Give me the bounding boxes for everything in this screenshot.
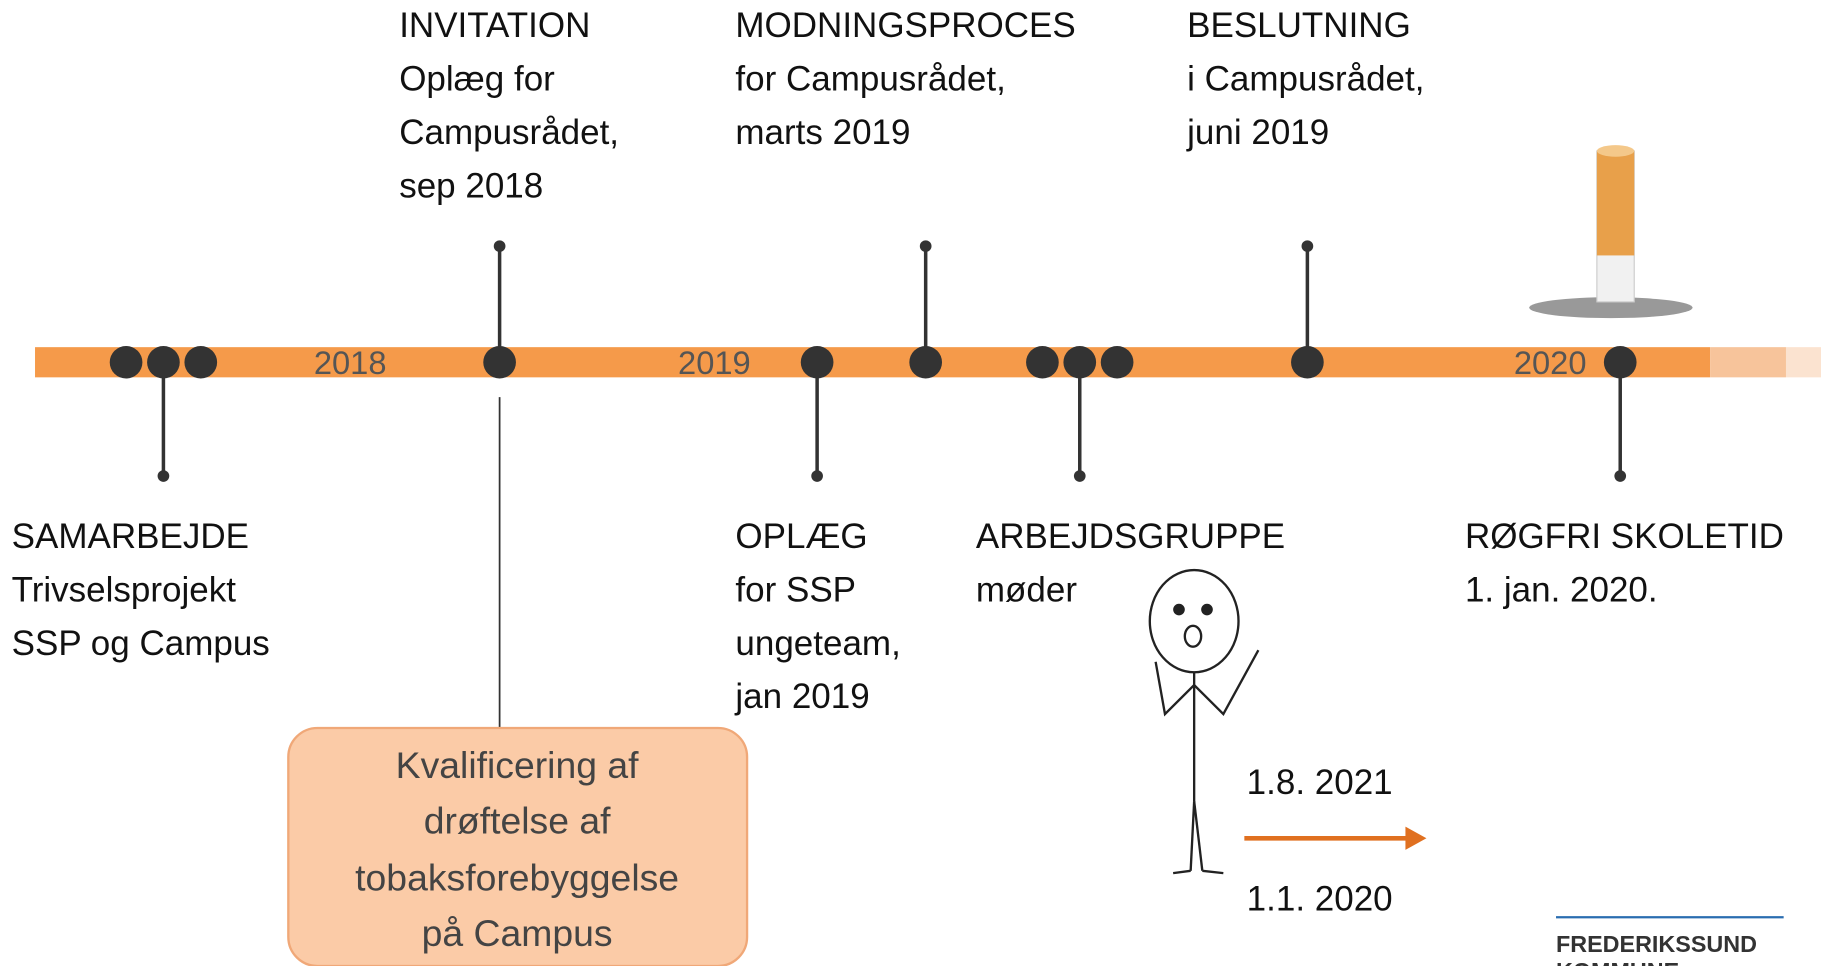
note-line: drøftelse af [424,800,611,842]
dot [1100,345,1134,379]
timeline-bar-fade [1785,347,1821,378]
stems [157,240,1627,482]
date-to: 1.1. 2020 [1247,879,1393,918]
year-label: 2020 [1514,344,1587,381]
note-box [287,726,749,966]
dot [184,345,218,379]
dot [483,345,516,379]
timeline-dots [109,345,1637,379]
stem-end [157,470,170,482]
dot [1603,345,1637,379]
dot [800,345,834,379]
note-line: Kvalificering af [396,744,640,786]
timeline-bar-fade [1710,347,1786,378]
date-from: 1.8. 2021 [1247,763,1393,802]
stem-end [811,470,823,482]
event-detail: Trivselsprojekt [12,571,237,610]
event-detail: for SSP [735,571,856,610]
stem-end [1301,240,1314,252]
event-title: ARBEJDSGRUPPE [976,517,1285,556]
logo-text: FREDERIKSSUND [1556,931,1757,957]
event-detail: i Campusrådet, [1187,60,1424,99]
event-title: SAMARBEJDE [12,517,249,556]
event-title: OPLÆG [735,517,867,556]
dot [1026,345,1059,379]
stem-end [919,240,932,252]
year-label: 2019 [678,344,751,381]
dot [109,345,143,379]
stem-end [1614,470,1627,482]
event-detail: Oplæg for [399,60,555,99]
event-title: INVITATION [399,6,590,45]
event-detail: møder [976,571,1077,610]
event-detail: SSP og Campus [12,624,270,663]
event-detail: marts 2019 [735,113,910,152]
dot [909,345,943,379]
event-detail: jan 2019 [734,677,869,716]
event-title: MODNINGSPROCES [735,6,1075,45]
event-detail: 1. jan. 2020. [1465,571,1658,610]
event-detail: for Campusrådet, [735,60,1005,99]
stick-figure [1148,568,1260,875]
logo-text: KOMMUNE [1556,958,1679,966]
cigarette-illustration [1529,145,1693,319]
dot [1291,345,1324,379]
year-label: 2018 [314,344,387,381]
dot [1063,345,1097,379]
event-title: RØGFRI SKOLETID [1465,517,1784,556]
event-detail: ungeteam, [735,624,900,663]
timeline-bar [35,347,1711,378]
stem-end [1073,470,1086,482]
note-line: tobaksforebyggelse [355,857,679,899]
event-labels: INVITATION Oplæg for Campusrådet, sep 2018 M… [12,6,1784,716]
arrow-head [1405,826,1427,850]
event-detail: sep 2018 [399,166,543,205]
event-detail: Campusrådet, [399,113,619,152]
stem-end [493,240,506,252]
note-line: på Campus [422,912,613,954]
event-detail: juni 2019 [1186,113,1329,152]
dot [147,345,180,379]
event-title: BESLUTNING [1187,6,1411,45]
